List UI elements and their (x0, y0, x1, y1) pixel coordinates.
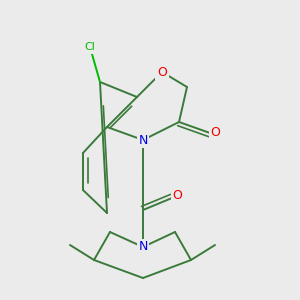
Text: O: O (157, 65, 167, 79)
Text: O: O (172, 189, 182, 202)
Text: O: O (211, 127, 220, 140)
Text: Cl: Cl (85, 42, 95, 52)
Text: N: N (138, 241, 148, 254)
Text: N: N (138, 134, 148, 146)
